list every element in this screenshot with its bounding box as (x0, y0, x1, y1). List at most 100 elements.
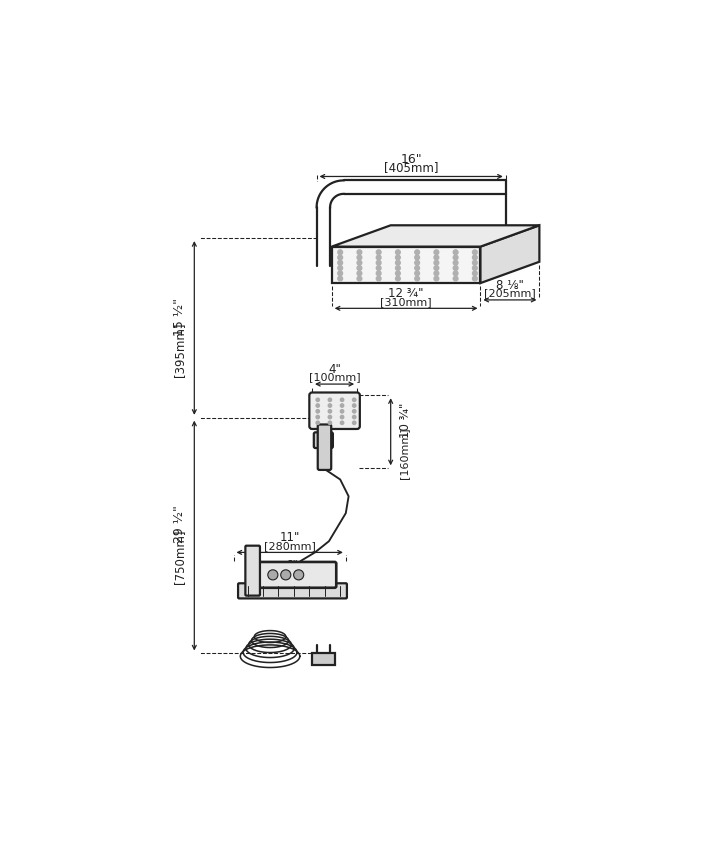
Circle shape (357, 276, 362, 281)
Circle shape (357, 255, 362, 260)
Circle shape (376, 271, 381, 275)
Circle shape (415, 250, 419, 255)
Circle shape (376, 250, 381, 255)
Circle shape (338, 271, 342, 275)
Circle shape (281, 569, 291, 580)
Text: 6": 6" (285, 559, 298, 572)
Text: 16": 16" (400, 153, 422, 167)
Text: [750mm]: [750mm] (173, 529, 186, 584)
Circle shape (340, 416, 344, 419)
Bar (332, 246, 481, 283)
Text: 15 ½": 15 ½" (173, 298, 186, 336)
Text: [100mm]: [100mm] (308, 373, 361, 382)
Circle shape (395, 266, 400, 270)
FancyBboxPatch shape (238, 583, 347, 598)
Circle shape (340, 398, 344, 402)
Circle shape (473, 261, 477, 265)
Circle shape (473, 276, 477, 281)
Circle shape (453, 261, 458, 265)
Circle shape (338, 261, 342, 265)
Circle shape (453, 276, 458, 281)
Circle shape (328, 416, 332, 419)
Circle shape (311, 405, 336, 430)
Circle shape (357, 266, 362, 270)
Circle shape (434, 266, 439, 270)
Circle shape (357, 261, 362, 265)
Circle shape (473, 250, 477, 255)
Text: [150mm]: [150mm] (265, 569, 317, 579)
Circle shape (357, 250, 362, 255)
Circle shape (376, 276, 381, 281)
Circle shape (328, 404, 332, 407)
FancyBboxPatch shape (318, 424, 331, 470)
Circle shape (453, 255, 458, 260)
Circle shape (434, 271, 439, 275)
Circle shape (316, 404, 319, 407)
Circle shape (294, 569, 303, 580)
Circle shape (395, 250, 400, 255)
Circle shape (328, 410, 332, 413)
Circle shape (453, 266, 458, 270)
Circle shape (353, 410, 356, 413)
Circle shape (376, 261, 381, 265)
Circle shape (316, 398, 319, 402)
Polygon shape (332, 225, 539, 246)
FancyBboxPatch shape (245, 545, 260, 596)
Circle shape (328, 422, 332, 424)
Circle shape (353, 398, 356, 402)
Text: [160mm]: [160mm] (399, 428, 409, 479)
FancyBboxPatch shape (313, 433, 333, 448)
Circle shape (395, 261, 400, 265)
Text: 12 ¾": 12 ¾" (388, 287, 424, 300)
Circle shape (357, 271, 362, 275)
Circle shape (328, 398, 332, 402)
Circle shape (395, 271, 400, 275)
Circle shape (473, 255, 477, 260)
Circle shape (453, 271, 458, 275)
Circle shape (395, 276, 400, 281)
Circle shape (473, 266, 477, 270)
Circle shape (340, 422, 344, 424)
Circle shape (415, 266, 419, 270)
FancyBboxPatch shape (309, 392, 360, 429)
Circle shape (353, 422, 356, 424)
Text: [280mm]: [280mm] (264, 540, 316, 551)
Circle shape (316, 416, 319, 419)
Circle shape (353, 404, 356, 407)
Circle shape (316, 422, 319, 424)
Circle shape (338, 250, 342, 255)
Circle shape (338, 266, 342, 270)
Circle shape (395, 255, 400, 260)
Text: [395mm]: [395mm] (173, 322, 186, 376)
Text: [405mm]: [405mm] (384, 161, 439, 174)
Circle shape (473, 271, 477, 275)
Text: 8 ⅛": 8 ⅛" (496, 279, 524, 292)
Circle shape (353, 416, 356, 419)
Text: 29 ½": 29 ½" (173, 505, 186, 543)
Circle shape (415, 271, 419, 275)
Circle shape (434, 276, 439, 281)
Text: [205mm]: [205mm] (484, 288, 536, 298)
Circle shape (316, 410, 319, 413)
Circle shape (415, 255, 419, 260)
Circle shape (415, 261, 419, 265)
Circle shape (268, 569, 278, 580)
Text: [310mm]: [310mm] (380, 297, 432, 307)
Circle shape (434, 261, 439, 265)
Bar (312, 653, 334, 664)
FancyBboxPatch shape (257, 562, 336, 587)
Circle shape (415, 276, 419, 281)
Circle shape (338, 255, 342, 260)
Circle shape (434, 250, 439, 255)
Circle shape (376, 255, 381, 260)
Circle shape (434, 255, 439, 260)
Text: 11": 11" (279, 531, 300, 544)
Circle shape (376, 266, 381, 270)
Circle shape (340, 410, 344, 413)
Circle shape (453, 250, 458, 255)
Text: 10 ¾": 10 ¾" (399, 403, 412, 439)
Circle shape (340, 404, 344, 407)
Circle shape (338, 276, 342, 281)
Text: 4": 4" (328, 363, 341, 375)
Polygon shape (481, 225, 539, 283)
